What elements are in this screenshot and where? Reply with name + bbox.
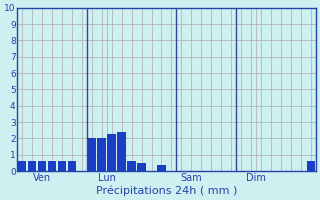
- Bar: [108, 134, 116, 171]
- Bar: [98, 138, 106, 171]
- Bar: [18, 161, 26, 171]
- Bar: [48, 161, 56, 171]
- Bar: [38, 161, 46, 171]
- Bar: [117, 132, 126, 171]
- Bar: [307, 161, 315, 171]
- Bar: [157, 165, 166, 171]
- X-axis label: Précipitations 24h ( mm ): Précipitations 24h ( mm ): [96, 185, 237, 196]
- Bar: [68, 161, 76, 171]
- Bar: [58, 161, 66, 171]
- Bar: [127, 161, 136, 171]
- Bar: [87, 138, 96, 171]
- Bar: [137, 163, 146, 171]
- Bar: [28, 161, 36, 171]
